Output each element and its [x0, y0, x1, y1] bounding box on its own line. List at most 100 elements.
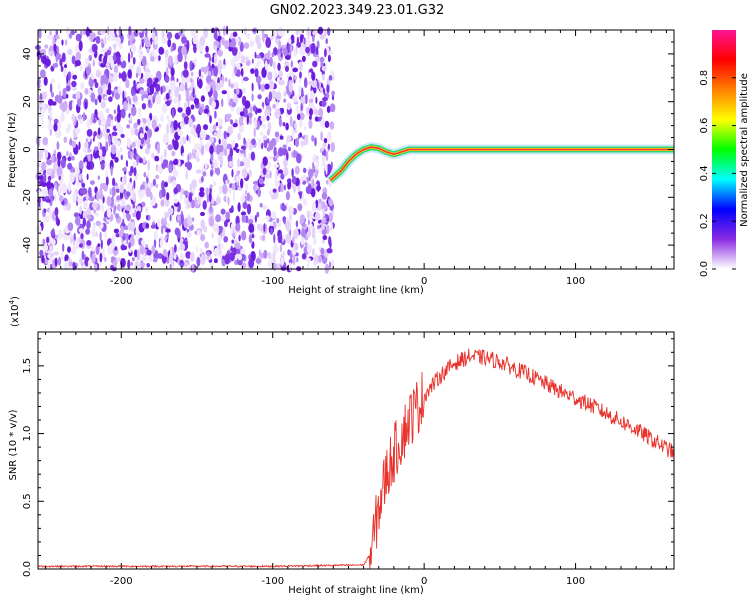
noise-speckle — [296, 153, 302, 164]
noise-speckle — [183, 190, 189, 195]
noise-speckle — [320, 60, 324, 68]
noise-speckle — [179, 82, 185, 92]
noise-speckle — [128, 242, 132, 249]
noise-speckle — [252, 180, 259, 185]
noise-speckle — [195, 169, 202, 174]
noise-speckle — [63, 260, 69, 271]
noise-speckle — [281, 204, 287, 212]
x-tick-label: -100 — [261, 576, 284, 587]
noise-speckle — [98, 192, 104, 200]
noise-speckle — [317, 81, 320, 90]
noise-speckle — [169, 214, 172, 222]
noise-speckle — [189, 77, 193, 84]
noise-speckle — [187, 216, 193, 225]
noise-speckle — [144, 132, 148, 141]
noise-speckle — [237, 253, 243, 261]
noise-speckle — [250, 68, 255, 74]
noise-speckle — [150, 201, 155, 207]
noise-speckle — [307, 183, 312, 192]
noise-speckle — [122, 90, 125, 102]
noise-speckle — [42, 238, 46, 245]
noise-speckle — [213, 247, 220, 256]
noise-speckle — [288, 205, 294, 216]
noise-speckle — [213, 53, 218, 65]
noise-speckle — [141, 123, 146, 129]
noise-speckle — [240, 67, 244, 77]
noise-speckle — [292, 95, 298, 103]
noise-speckle — [293, 243, 298, 250]
noise-speckle — [172, 138, 175, 146]
noise-speckle — [260, 131, 264, 136]
noise-speckle — [178, 220, 182, 227]
noise-speckle — [55, 29, 59, 36]
noise-speckle — [196, 229, 202, 236]
noise-speckle — [279, 244, 283, 253]
noise-speckle — [324, 29, 327, 38]
noise-speckle — [86, 129, 93, 137]
noise-speckle — [272, 243, 279, 254]
noise-speckle — [238, 123, 245, 134]
noise-speckle — [127, 181, 133, 193]
noise-speckle — [94, 81, 99, 89]
noise-speckle — [92, 59, 96, 67]
noise-speckle — [126, 124, 131, 129]
noise-speckle — [93, 78, 97, 83]
noise-speckle — [176, 78, 179, 83]
noise-speckle — [219, 156, 224, 167]
noise-speckle — [55, 34, 60, 40]
noise-speckle — [329, 103, 336, 113]
noise-speckle — [289, 70, 295, 78]
noise-speckle — [114, 116, 117, 122]
noise-speckle — [123, 245, 127, 250]
noise-speckle — [164, 211, 170, 219]
y-tick-label: 20 — [22, 95, 33, 108]
noise-speckle — [47, 34, 53, 40]
noise-speckle — [261, 106, 264, 112]
noise-speckle — [194, 57, 197, 66]
noise-speckle — [271, 52, 275, 58]
noise-speckle — [109, 159, 114, 171]
noise-speckle — [260, 83, 266, 92]
noise-speckle — [260, 115, 267, 122]
noise-speckle — [292, 255, 296, 266]
noise-speckle — [300, 95, 306, 106]
noise-speckle — [133, 29, 139, 37]
noise-speckle — [312, 248, 315, 257]
noise-speckle — [96, 190, 100, 202]
noise-speckle — [274, 108, 281, 120]
noise-speckle — [241, 168, 248, 179]
noise-speckle — [146, 47, 150, 54]
noise-speckle — [238, 161, 245, 167]
noise-speckle — [168, 164, 173, 174]
noise-speckle — [40, 81, 43, 87]
noise-speckle — [128, 248, 132, 253]
noise-speckle — [166, 123, 170, 134]
noise-speckle — [78, 160, 84, 171]
noise-speckle — [211, 197, 214, 205]
noise-speckle — [301, 253, 307, 260]
noise-speckle — [188, 118, 193, 128]
noise-speckle — [190, 104, 195, 110]
noise-speckle — [232, 190, 236, 201]
noise-speckle — [99, 182, 106, 190]
noise-speckle — [133, 122, 139, 129]
noise-speckle — [282, 251, 285, 256]
noise-speckle — [165, 66, 169, 77]
noise-speckle — [67, 222, 74, 232]
noise-speckle — [191, 32, 198, 40]
noise-speckle — [321, 219, 326, 225]
noise-speckle — [116, 150, 120, 159]
noise-speckle — [160, 199, 165, 207]
noise-speckle — [228, 160, 234, 168]
noise-speckle — [161, 29, 165, 40]
noise-speckle — [72, 74, 78, 80]
noise-speckle — [286, 178, 292, 183]
noise-speckle — [272, 61, 276, 70]
noise-speckle — [160, 154, 164, 164]
noise-speckle — [226, 179, 230, 184]
noise-speckle — [145, 40, 152, 48]
noise-speckle — [229, 251, 235, 262]
noise-speckle — [219, 66, 222, 75]
noise-speckle — [125, 204, 132, 212]
noise-speckle — [283, 217, 286, 224]
